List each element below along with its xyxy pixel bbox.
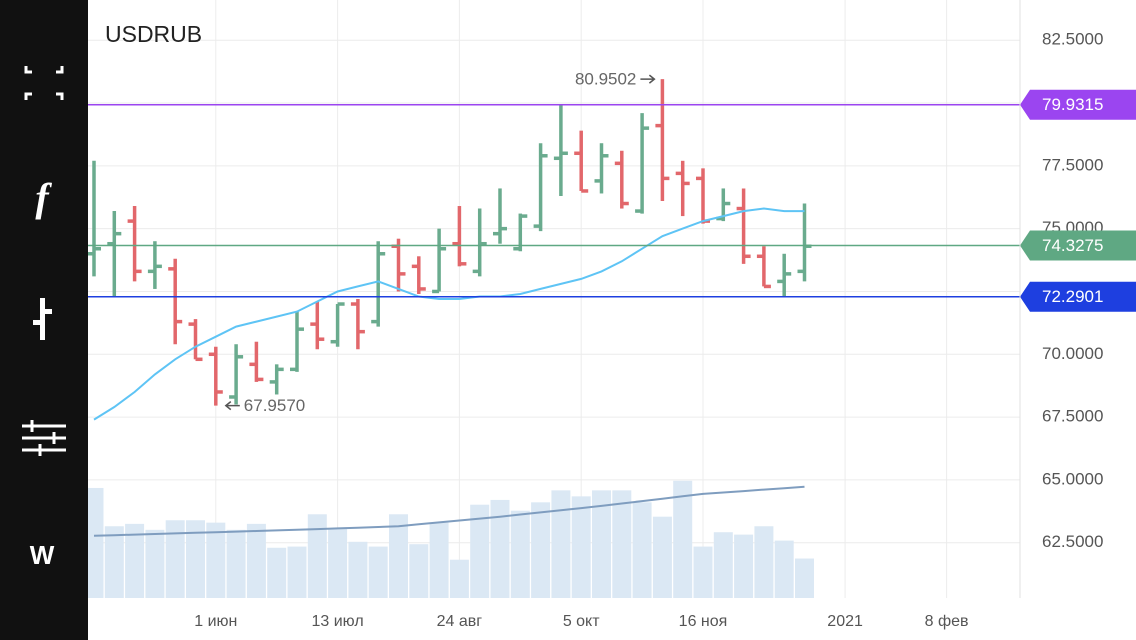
y-tick-label: 67.5000 [1042, 407, 1103, 426]
volume-bar [713, 532, 733, 598]
fullscreen-icon[interactable] [24, 66, 64, 100]
y-tick-label: 82.5000 [1042, 30, 1103, 49]
x-tick-label: 2021 [827, 613, 863, 630]
x-tick-label: 16 ноя [679, 613, 728, 630]
volume-bar [145, 529, 165, 598]
volume-bar [429, 522, 449, 598]
overlay-layer: 62.500065.000067.500070.000072.500075.00… [88, 30, 1136, 630]
volume-bar [795, 558, 814, 598]
price-label: 72.2901 [1042, 287, 1103, 306]
settings-icon[interactable] [22, 420, 66, 456]
price-badge [1020, 281, 1136, 312]
volume-bar [206, 522, 226, 598]
volume-bar [84, 487, 104, 598]
volume-bar [551, 490, 571, 598]
volume-bar [470, 504, 490, 598]
volume-bar [328, 528, 348, 598]
volume-layer [84, 480, 814, 598]
grid-layer [88, 0, 1020, 598]
volume-bar [226, 529, 246, 598]
volume-bar [612, 490, 632, 598]
volume-bar [287, 546, 307, 598]
x-tick-label: 24 авг [437, 613, 483, 630]
x-tick-label: 8 фев [925, 613, 969, 630]
volume-bar [104, 526, 124, 598]
volume-bar [531, 502, 551, 598]
low-annotation: 67.9570 [244, 396, 305, 415]
volume-bar [125, 523, 145, 598]
price-label: 74.3275 [1042, 236, 1103, 255]
volume-bar [409, 544, 429, 598]
volume-bar [571, 496, 591, 598]
volume-bar [307, 514, 327, 598]
price-layer [87, 79, 812, 421]
volume-bar [348, 541, 368, 598]
volume-bar [449, 559, 469, 598]
volume-bar [632, 502, 652, 598]
y-tick-label: 62.5000 [1042, 532, 1103, 551]
annotation-arrow [224, 401, 240, 411]
chart-title: USDRUB [105, 21, 202, 47]
indicator-button[interactable]: f [35, 175, 52, 220]
volume-bar [246, 523, 266, 598]
volume-bar [510, 510, 530, 598]
volume-bar [652, 516, 672, 598]
volume-bar [490, 499, 510, 598]
x-tick-label: 1 июн [194, 613, 237, 630]
volume-bar [186, 520, 205, 598]
volume-bar [673, 480, 693, 598]
price-label: 79.9315 [1042, 95, 1103, 114]
volume-bar [267, 547, 287, 598]
volume-bar [754, 526, 774, 598]
volume-bar [389, 514, 408, 598]
volume-bar [693, 546, 713, 598]
annotation-arrow [640, 74, 656, 84]
volume-bar [592, 490, 611, 598]
volume-bar [165, 520, 185, 598]
volume-bar [774, 540, 794, 598]
y-tick-label: 70.0000 [1042, 344, 1103, 363]
x-tick-label: 13 июл [312, 613, 364, 630]
watchlist-button[interactable]: W [30, 540, 55, 570]
volume-bar [734, 534, 754, 598]
volume-average-line [93, 485, 805, 537]
price-badge [1020, 89, 1136, 120]
chart-type-icon[interactable] [33, 298, 52, 340]
high-annotation: 80.9502 [575, 70, 636, 89]
x-tick-label: 5 окт [563, 613, 600, 630]
y-tick-label: 77.5000 [1042, 155, 1103, 174]
moving-average-line [93, 207, 805, 421]
price-badge [1020, 230, 1136, 261]
volume-bar [368, 546, 388, 598]
y-tick-label: 65.0000 [1042, 469, 1103, 488]
